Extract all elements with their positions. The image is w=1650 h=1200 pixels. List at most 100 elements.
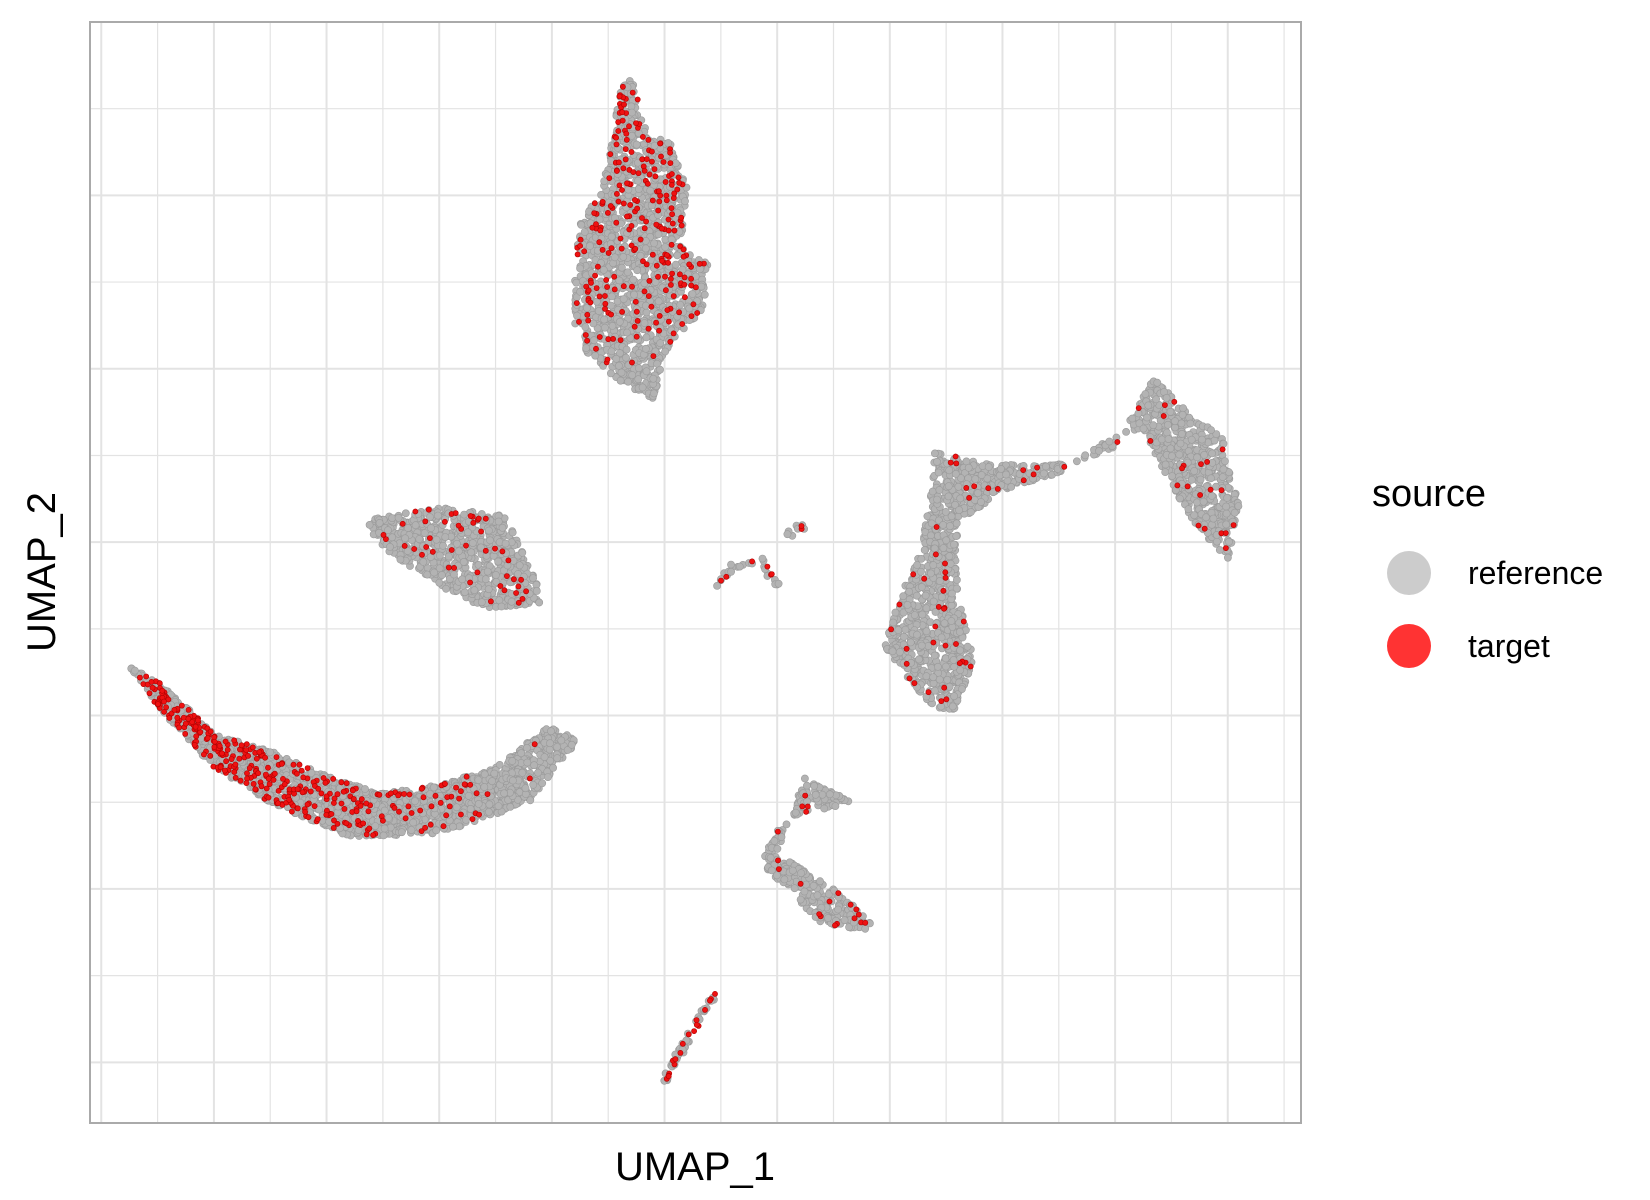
reference-point	[650, 141, 659, 150]
reference-point	[567, 740, 576, 749]
reference-point	[432, 826, 441, 835]
reference-point	[623, 268, 632, 277]
reference-point	[664, 139, 673, 147]
reference-point	[435, 578, 444, 587]
reference-point	[642, 367, 651, 376]
reference-point	[409, 818, 418, 827]
reference-point	[483, 567, 492, 576]
reference-point	[641, 301, 650, 310]
reference-point	[439, 541, 447, 550]
reference-point	[529, 574, 537, 582]
reference-point	[612, 354, 621, 363]
reference-point	[607, 347, 616, 356]
reference-point	[654, 230, 663, 239]
reference-point	[576, 264, 584, 273]
reference-point	[656, 365, 664, 374]
reference-point	[600, 315, 609, 324]
reference-point	[650, 389, 658, 398]
reference-point	[485, 800, 494, 809]
reference-point	[467, 548, 476, 557]
reference-point	[518, 548, 527, 557]
reference-point	[452, 803, 461, 812]
reference-point	[671, 260, 680, 269]
reference-point	[388, 533, 397, 542]
reference-point	[619, 252, 628, 261]
reference-point	[463, 528, 472, 537]
reference-point	[410, 797, 419, 806]
reference-point	[517, 749, 526, 758]
reference-point	[661, 243, 670, 251]
reference-point	[506, 803, 515, 811]
reference-point	[401, 509, 410, 518]
reference-point	[501, 539, 510, 548]
reference-point	[497, 602, 506, 611]
reference-point	[642, 333, 651, 342]
reference-point	[435, 551, 444, 560]
reference-point	[491, 571, 500, 579]
reference-point	[591, 351, 600, 360]
reference-point	[1122, 427, 1130, 436]
reference-point	[386, 543, 394, 551]
reference-point	[455, 822, 464, 831]
reference-point	[388, 514, 396, 522]
reference-point	[557, 736, 566, 745]
reference-point	[615, 317, 624, 326]
reference-point	[462, 816, 470, 824]
reference-point	[607, 369, 615, 378]
reference-point	[466, 805, 475, 813]
reference-point	[484, 585, 493, 594]
reference-point	[432, 535, 441, 544]
reference-point	[454, 547, 463, 556]
reference-point	[540, 753, 549, 761]
reference-point	[407, 826, 416, 834]
reference-point	[623, 328, 631, 337]
reference-point	[624, 377, 632, 386]
reference-point	[371, 822, 380, 830]
reference-point	[523, 744, 531, 752]
reference-point	[361, 785, 369, 793]
reference-point	[628, 108, 636, 117]
reference-point	[437, 571, 446, 579]
reference-point	[642, 344, 650, 353]
reference-point	[580, 228, 589, 236]
reference-point	[404, 524, 412, 532]
reference-point	[526, 796, 535, 805]
reference-point	[484, 808, 493, 816]
reference-point	[508, 528, 517, 537]
reference-point	[593, 324, 602, 333]
reference-point	[582, 344, 590, 352]
reference-point	[486, 536, 494, 545]
reference-point	[576, 287, 585, 296]
reference-point	[494, 517, 503, 526]
reference-point	[484, 526, 493, 535]
reference-point	[464, 791, 473, 800]
reference-point	[380, 824, 389, 833]
reference-point	[608, 321, 617, 330]
reference-point	[530, 761, 538, 770]
reference-point	[547, 727, 555, 736]
reference-point	[661, 347, 670, 356]
reference-points	[127, 77, 1243, 1085]
reference-point	[622, 345, 631, 354]
reference-point	[500, 789, 508, 798]
reference-point	[901, 625, 910, 634]
reference-point	[654, 297, 663, 306]
reference-point	[468, 539, 477, 547]
reference-point	[458, 575, 467, 584]
reference-point	[607, 232, 616, 241]
reference-point	[365, 521, 374, 529]
reference-point	[494, 802, 503, 810]
reference-point	[544, 773, 552, 781]
reference-point	[459, 558, 468, 566]
reference-point	[430, 568, 438, 577]
reference-point	[532, 587, 541, 595]
reference-point	[488, 777, 496, 786]
reference-point	[1073, 457, 1081, 466]
reference-point	[630, 290, 638, 299]
reference-point	[1221, 457, 1229, 466]
reference-point	[553, 743, 561, 751]
reference-point	[583, 304, 591, 312]
reference-point	[477, 598, 486, 607]
reference-point	[656, 339, 665, 348]
